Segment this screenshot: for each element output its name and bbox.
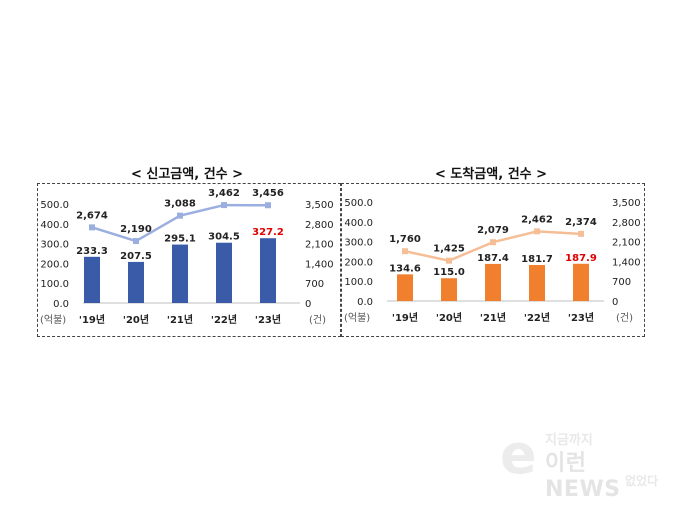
left-axis-unit: (억불) [40, 314, 66, 326]
bar [128, 261, 144, 303]
chart-svg-arrived: 0.0 100.0 200.0 300.0 400.0 500.0 0 700 1,400 2,1… [344, 198, 641, 324]
line-data-label: 2,190 [120, 224, 152, 235]
bar [397, 274, 413, 301]
x-axis-category-label: '19년 [392, 311, 418, 324]
left-axis-tick-label: 200.0 [40, 259, 69, 270]
line-point [89, 224, 95, 231]
chart-title-2: < 도착금액, 건수 > [434, 167, 548, 182]
right-axis-tick-label: 2,800 [305, 220, 334, 231]
bar-data-label: 115.0 [433, 267, 465, 278]
line-data-label: 2,374 [565, 217, 597, 228]
x-axis-category-label: '22년 [524, 311, 550, 324]
watermark-line2: 이런 NEWS [545, 451, 621, 502]
line-data-label: 3,088 [164, 199, 196, 210]
right-axis-tick-label: 2,100 [305, 240, 334, 251]
bar [485, 263, 501, 301]
line-point [265, 202, 271, 209]
x-axis-category-label: '23년 [568, 311, 594, 324]
bar [172, 244, 188, 303]
line-point [402, 248, 408, 255]
watermark-logo: e 지금까지 이런 NEWS 없었다 [500, 423, 670, 503]
line-data-label: 3,462 [208, 188, 240, 199]
bar [573, 263, 589, 301]
left-axis-tick-label: 100.0 [344, 277, 373, 288]
left-axis-tick-label: 0.0 [357, 297, 373, 308]
line-data-label: 2,674 [76, 210, 108, 221]
bar-data-label: 327.2 [252, 227, 284, 238]
chart-title-1: < 신고금액, 건수 > [130, 167, 244, 182]
line-point [490, 239, 496, 246]
right-axis-unit: (건) [309, 314, 326, 326]
left-axis-tick-label: 500.0 [40, 200, 69, 211]
bar-data-label: 181.7 [521, 254, 553, 265]
line-point [133, 238, 139, 245]
chart-panel-2: 0.0 100.0 200.0 300.0 400.0 500.0 0 700 1,400 2,1… [341, 183, 645, 337]
line-data-label: 2,079 [477, 225, 509, 236]
bar [529, 265, 545, 301]
x-axis-category-label: '21년 [167, 313, 193, 326]
x-axis-category-label: '22년 [211, 313, 237, 326]
right-axis-tick-label: 2,800 [612, 218, 641, 229]
x-axis-category-label: '21년 [480, 311, 506, 324]
line-data-label: 1,760 [389, 234, 421, 245]
bar-data-label: 134.6 [389, 263, 421, 274]
bar [260, 238, 276, 303]
right-axis-tick-label: 2,100 [612, 238, 641, 249]
right-axis-tick-label: 0 [612, 297, 618, 308]
left-axis-tick-label: 400.0 [344, 218, 373, 229]
right-axis-unit: (건) [616, 312, 633, 324]
line-data-label: 1,425 [433, 244, 465, 255]
watermark-logo-letter: e [500, 423, 537, 486]
bar [441, 278, 457, 301]
watermark-line1: 지금까지 [545, 433, 593, 448]
line-point [177, 212, 183, 219]
chart-panel-1: 0.0 100.0 200.0 300.0 400.0 500.0 0 700 1,400 2,1… [37, 183, 341, 337]
chart-svg-reported: 0.0 100.0 200.0 300.0 400.0 500.0 0 700 1,400 2,1… [40, 188, 334, 326]
left-axis-tick-label: 400.0 [40, 220, 69, 231]
right-axis-tick-label: 1,400 [305, 259, 334, 270]
bar-data-label: 187.4 [477, 253, 509, 264]
left-axis-tick-label: 300.0 [344, 238, 373, 249]
x-axis-category-label: '23년 [255, 313, 281, 326]
right-axis-tick-label: 700 [305, 279, 324, 290]
right-axis-tick-label: 700 [612, 277, 631, 288]
x-axis-category-label: '19년 [79, 313, 105, 326]
left-axis-tick-label: 200.0 [344, 257, 373, 268]
line-point [578, 230, 584, 237]
line-point [221, 202, 227, 209]
bar [84, 256, 100, 303]
left-axis-unit: (억불) [344, 312, 370, 324]
left-axis-tick-label: 500.0 [344, 198, 373, 209]
bar-data-label: 187.9 [565, 253, 597, 264]
bar [216, 242, 232, 303]
x-axis-category-label: '20년 [436, 311, 462, 324]
right-axis-tick-label: 3,500 [305, 200, 334, 211]
left-axis-tick-label: 300.0 [40, 240, 69, 251]
bar-data-label: 295.1 [164, 234, 196, 245]
bar-data-label: 304.5 [208, 232, 240, 243]
right-axis-tick-label: 1,400 [612, 257, 641, 268]
line-point [534, 228, 540, 235]
line-data-label: 3,456 [252, 188, 284, 199]
right-axis-tick-label: 0 [305, 299, 311, 310]
line-point [446, 257, 452, 264]
x-axis-category-label: '20년 [123, 313, 149, 326]
right-axis-tick-label: 3,500 [612, 198, 641, 209]
watermark-line3: 없었다 [625, 474, 659, 488]
left-axis-tick-label: 100.0 [40, 279, 69, 290]
bar-data-label: 233.3 [76, 246, 108, 257]
bar-data-label: 207.5 [120, 251, 152, 262]
line-data-label: 2,462 [521, 214, 553, 225]
left-axis-tick-label: 0.0 [53, 299, 69, 310]
